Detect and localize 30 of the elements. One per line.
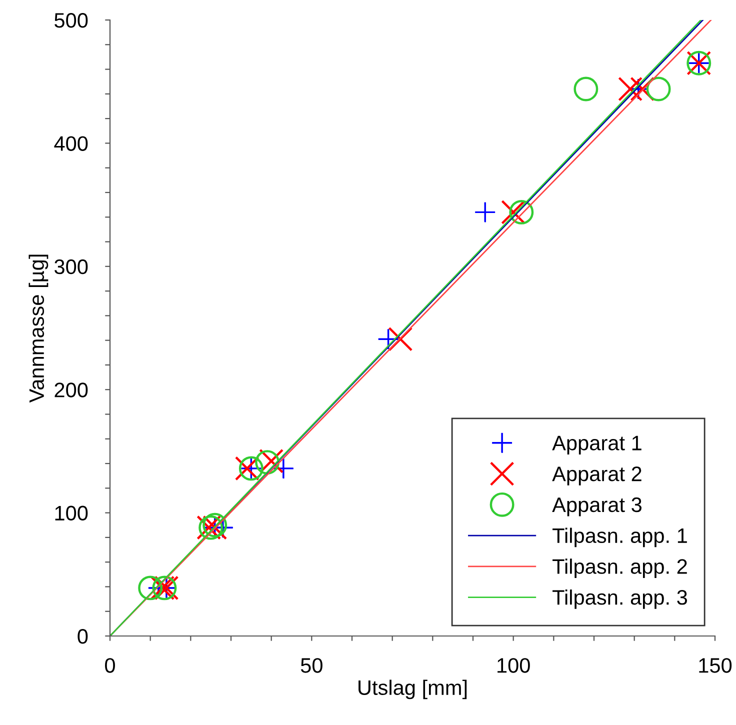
legend-label: Tilpasn. app. 2 xyxy=(552,558,687,578)
point xyxy=(138,576,163,600)
y-tick-label: 100 xyxy=(55,506,88,521)
legend-label: Apparat 2 xyxy=(552,466,642,486)
point xyxy=(646,76,671,102)
point xyxy=(630,76,655,102)
point xyxy=(234,456,260,481)
point xyxy=(574,76,598,102)
x-tick-label: 150 xyxy=(699,658,732,673)
y-tick-label: 300 xyxy=(54,259,88,274)
legend-label: Apparat 3 xyxy=(552,497,642,516)
x-tick-label: 50 xyxy=(300,658,322,673)
legend-label: Apparat 1 xyxy=(552,436,642,455)
point xyxy=(509,200,534,224)
y-tick-label: 0 xyxy=(78,629,88,644)
y-tick-label: 500 xyxy=(54,13,88,28)
y-tick-label: 400 xyxy=(54,136,88,151)
point xyxy=(388,326,413,352)
legend-label: Tilpasn. app. 3 xyxy=(552,589,688,609)
point xyxy=(255,450,280,475)
y-axis-title: Vannmasse [µg] xyxy=(28,254,48,403)
x-axis-title: Utslag [mm] xyxy=(358,680,467,700)
point xyxy=(501,200,526,224)
point xyxy=(475,202,496,222)
x-tick-label: 100 xyxy=(498,658,530,673)
point xyxy=(259,448,284,474)
point xyxy=(618,76,643,102)
x-tick-label: 0 xyxy=(105,658,115,673)
y-tick-label: 200 xyxy=(54,382,88,398)
legend-label: Tilpasn. app. 1 xyxy=(552,528,687,548)
